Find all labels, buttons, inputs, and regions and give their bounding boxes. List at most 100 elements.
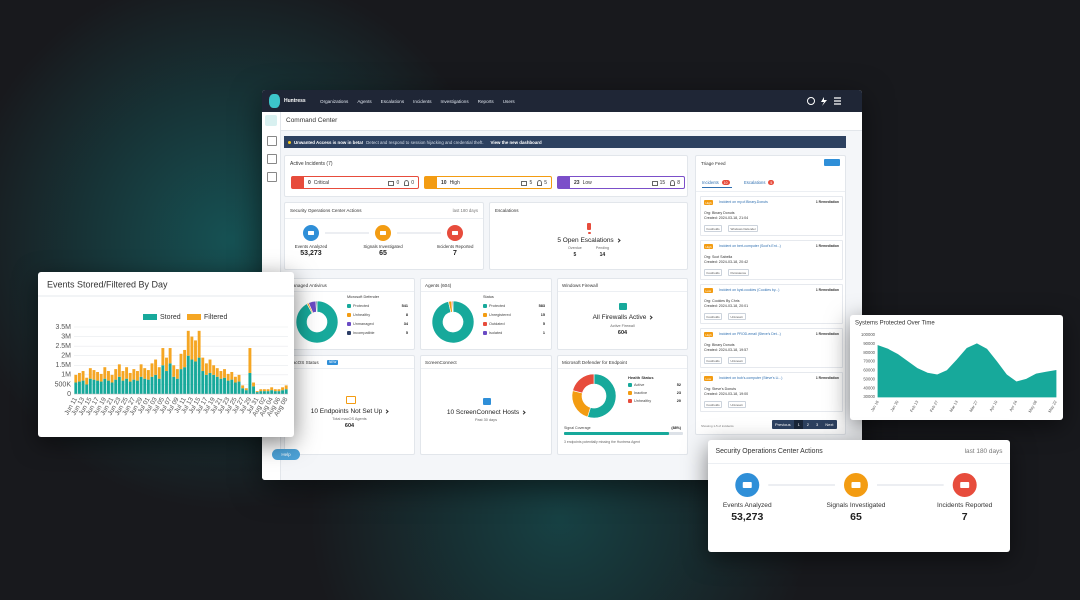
legend-label: Inactive — [634, 391, 648, 395]
bar-segment — [219, 371, 223, 379]
stat-value: 604 — [617, 330, 628, 336]
y-tick-label: 50000 — [863, 376, 875, 381]
area — [877, 343, 1057, 398]
nav-link[interactable]: Organizations — [320, 98, 349, 104]
severity-icon — [558, 177, 570, 188]
stat-label: Pending — [595, 246, 609, 250]
filter-button[interactable] — [824, 159, 840, 166]
card-title: macOS Status — [289, 360, 319, 365]
severity-badge: Low — [704, 288, 713, 293]
bar-segment — [175, 378, 179, 394]
chart-svg: Events Stored/Filtered By Day 0 500K 1M 1.5M… — [38, 279, 294, 418]
banner-link[interactable]: View the new dashboard — [490, 139, 542, 145]
legend-swatch — [347, 304, 351, 308]
tab[interactable]: Escalations 5 — [744, 180, 775, 185]
action-value: 53,273 — [300, 250, 322, 257]
tab-label: Incidents — [702, 180, 719, 185]
page-button[interactable]: Next — [825, 422, 834, 427]
chart-title: Systems Protected Over Time — [855, 321, 935, 327]
icon-glyph — [380, 231, 386, 235]
bar-segment — [255, 391, 259, 393]
donut-segment — [295, 300, 339, 344]
bar-segment — [233, 382, 237, 394]
bar-segment — [266, 389, 270, 392]
brand[interactable]: Huntress — [284, 98, 306, 104]
bar-segment — [183, 367, 187, 394]
item-title: Incident on kyst.cookies (Cookies by...) — [719, 288, 780, 292]
x-tick-label: Mar 27 — [968, 399, 979, 413]
item-title: Incident on PROD-email (Steve's Det...) — [719, 332, 781, 336]
banner-text: Detect and respond to session hijacking … — [366, 139, 484, 145]
incident-group[interactable]: 0 Critical 0 0 — [291, 176, 419, 189]
bar-segment — [179, 353, 183, 370]
incident-count: 10 — [441, 180, 447, 186]
legend-title: Microsoft Defender — [347, 295, 380, 299]
page-button[interactable]: Previous — [775, 422, 791, 427]
page-button[interactable]: 2 — [806, 422, 810, 427]
nav-icon[interactable] — [267, 172, 277, 182]
page-title: Command Center — [286, 117, 338, 124]
nav-link[interactable]: Agents — [357, 98, 372, 104]
legend-label: Filtered — [204, 314, 227, 321]
bar-segment — [270, 390, 274, 394]
created: Created: 2024-03-18, 19:57 — [704, 348, 749, 352]
stat-value: 5 — [573, 252, 577, 258]
y-tick-label: 0 — [67, 391, 71, 398]
nav-link[interactable]: Investigations — [440, 98, 469, 104]
page-button[interactable]: 3 — [816, 422, 819, 427]
bar-segment — [248, 348, 252, 373]
bar-segment — [157, 367, 161, 379]
feed-item[interactable]: High Incident on bert-computer (Scot's En… — [700, 240, 843, 280]
chart-svg — [735, 473, 977, 497]
incident-group[interactable]: 10 High 5 5 — [424, 176, 552, 189]
card-title: Managed Antivirus — [289, 283, 327, 288]
page-button[interactable]: 1 — [794, 420, 804, 429]
feed-item[interactable]: Low Incident on kyst.cookies (Cookies by.… — [700, 284, 843, 324]
feed-item[interactable]: High Incident on PROD-email (Steve's Det.… — [700, 328, 843, 368]
bar-segment — [190, 336, 194, 360]
created: Created: 2024-03-18, 19:00 — [704, 392, 749, 396]
bar-segment — [186, 330, 190, 356]
bar-segment — [132, 379, 136, 394]
legend-swatch — [483, 313, 487, 317]
bar-segment — [139, 376, 143, 394]
nav-icon[interactable] — [267, 154, 277, 164]
org: Org: Cookies By Chris — [704, 299, 740, 303]
nav-icon[interactable] — [267, 136, 277, 146]
bar-segment — [77, 381, 81, 394]
bar-segment — [136, 371, 139, 381]
item-title: Incident on my.cf.Binary.Donuts — [719, 200, 768, 204]
coverage-label: Signal Coverage — [564, 426, 591, 430]
bar-segment — [215, 376, 219, 394]
bar-segment — [201, 357, 205, 372]
bar-segment — [110, 382, 114, 394]
feed-item[interactable]: High Incident on my.cf.Binary.Donuts 1 Rem… — [700, 196, 843, 236]
nav-link[interactable]: Escalations — [380, 98, 405, 104]
alert-icon[interactable] — [821, 97, 827, 106]
incident-group[interactable]: 23 Low 15 8 — [557, 176, 685, 189]
help-button[interactable]: Help — [272, 449, 300, 460]
bar-segment — [208, 372, 212, 394]
bar-segment — [125, 367, 129, 379]
tab[interactable]: Incidents 10 — [702, 180, 730, 185]
divider — [285, 368, 414, 369]
menu-icon[interactable] — [834, 97, 841, 105]
logo[interactable] — [269, 94, 280, 108]
x-tick-label: Jan 30 — [889, 399, 900, 413]
nav-link[interactable]: Reports — [477, 98, 494, 104]
headline: All Firewalls Active — [558, 314, 687, 321]
legend-label: Incompatible — [353, 331, 375, 335]
nav-link[interactable]: Users — [502, 98, 515, 104]
bar-segment — [154, 359, 158, 375]
legend-swatch — [628, 391, 632, 395]
nav-link[interactable]: Incidents — [413, 98, 432, 104]
legend-label: Unhealthy — [353, 313, 371, 317]
firewall-card: Windows Firewall All Firewalls Active Acti… — [557, 278, 688, 350]
y-tick-label: 2M — [61, 353, 71, 360]
legend-value: 15 — [540, 313, 545, 317]
home-icon[interactable] — [265, 115, 277, 126]
help-icon[interactable] — [807, 97, 815, 105]
divider — [708, 462, 1010, 464]
feed-item[interactable]: Low Incident on bob's-computer (Steve's L… — [700, 372, 843, 412]
